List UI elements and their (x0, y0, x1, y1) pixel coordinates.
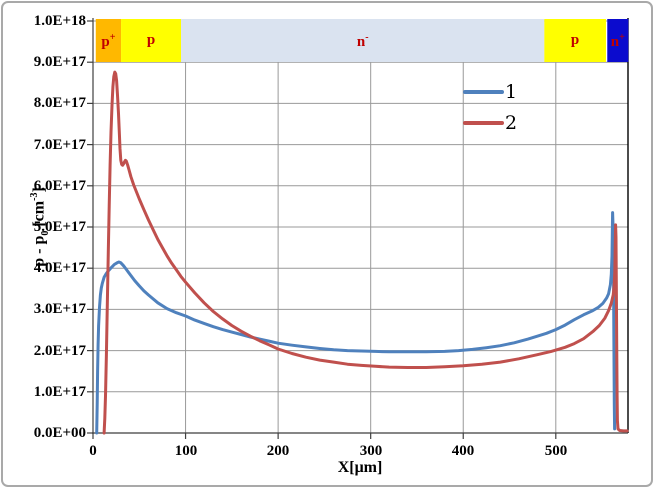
legend-label-series-2: 2 (505, 112, 518, 134)
y-tick-label: 2.0E+17 (33, 343, 86, 359)
region-rect-n-minus (181, 19, 545, 62)
x-axis-title: X[μm] (337, 459, 383, 476)
y-tick-label: 6.0E+17 (33, 178, 86, 194)
x-tick-label: 400 (451, 443, 475, 459)
region-label-base: n (610, 34, 620, 50)
y-tick-label: 5.0E+17 (33, 219, 86, 235)
x-tick-label: 0 (89, 443, 97, 459)
region-label-p: p (146, 32, 156, 48)
y-tick-label: 1.0E+17 (33, 384, 86, 400)
x-tick-label: 500 (544, 443, 568, 459)
y-tick-label: 3.0E+17 (33, 301, 86, 317)
region-label-base: p (570, 32, 580, 48)
region-label-base: n (356, 34, 366, 50)
y-tick-label: 9.0E+17 (33, 54, 86, 70)
x-tick-label: 100 (174, 443, 198, 459)
region-label-sup: + (619, 32, 625, 43)
x-tick-label: 200 (266, 443, 290, 459)
region-label-base: p (101, 34, 110, 50)
region-label-sup: + (109, 32, 116, 43)
x-tick-label: 300 (359, 443, 383, 459)
region-label-base: p (146, 32, 156, 48)
region-label-p: p (570, 32, 580, 48)
region-rect-p (544, 19, 606, 62)
curve-series-1 (95, 211, 617, 435)
region-label-sup: - (365, 32, 369, 43)
y-tick-label: 1.0E+18 (33, 13, 86, 29)
y-tick-label: 7.0E+17 (33, 137, 86, 153)
legend-label-series-1: 1 (505, 81, 518, 103)
curve-series-2 (102, 70, 629, 435)
y-tick-label: 0.0E+00 (33, 425, 86, 441)
region-rect-n-plus (607, 19, 629, 62)
region-rect-p-plus (95, 19, 122, 62)
region-label-p-plus: p+ (101, 31, 116, 50)
y-tick-label: 8.0E+17 (33, 95, 86, 111)
region-label-n-plus: n+ (610, 31, 625, 50)
region-label-n-minus: n- (356, 31, 369, 50)
y-tick-label: 4.0E+17 (33, 260, 86, 276)
region-rect-p (121, 19, 182, 62)
